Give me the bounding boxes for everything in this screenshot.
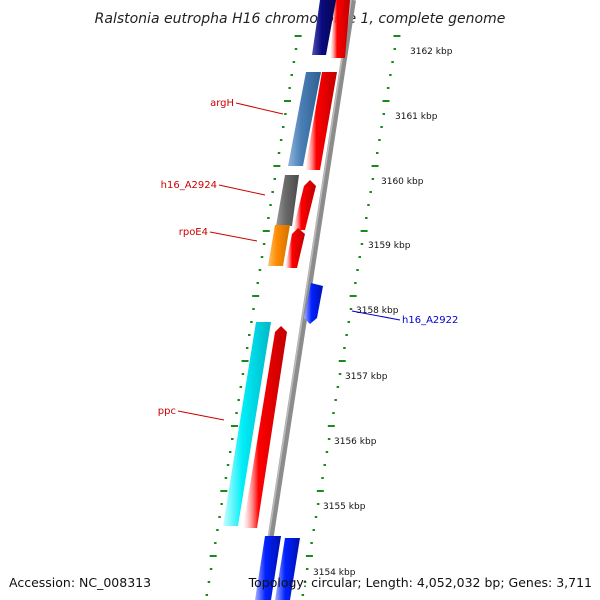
- scale-ring-ticks: [301, 35, 401, 596]
- gene-h16_A2924[interactable]: [276, 175, 299, 226]
- gene-label-h16_A2924[interactable]: h16_A2924: [161, 180, 217, 191]
- tick-label: 3156 kbp: [334, 437, 377, 447]
- tick-label: 3154 kbp: [313, 568, 356, 578]
- gene-rpoE4[interactable]: [268, 225, 290, 266]
- scale-tick-labels: 3162 kbp 3161 kbp 3160 kbp 3159 kbp 3158…: [313, 47, 453, 578]
- cds-navy-top[interactable]: [312, 0, 336, 55]
- tick-label: 3159 kbp: [368, 241, 411, 251]
- map-title: Ralstonia eutropha H16 chromosome 1, com…: [95, 11, 506, 27]
- tick-label: 3157 kbp: [345, 372, 388, 382]
- cds-forward-top[interactable]: [330, 0, 350, 58]
- h16_A2924-leader-line: [218, 184, 266, 196]
- h16_A2922-leader-line: [351, 310, 401, 321]
- genome-backbone-highlight: [258, 0, 352, 600]
- cds-blue-bottom-1[interactable]: [255, 536, 281, 600]
- cds-blue-bottom-2[interactable]: [275, 538, 300, 600]
- gene-ppc[interactable]: [223, 322, 271, 526]
- ppc-leader-line: [177, 410, 225, 421]
- cds-forward-h16_A2924-adjacent[interactable]: [293, 180, 316, 230]
- accession-text: Accession: NC_008313: [9, 575, 151, 590]
- gene-label-ppc[interactable]: ppc: [158, 406, 176, 417]
- inner-ring-ticks: [205, 35, 302, 596]
- cds-forward-rpoE4-adjacent[interactable]: [285, 228, 305, 268]
- tick-label: 3160 kbp: [381, 177, 424, 187]
- cds-forward-argH-adjacent[interactable]: [305, 72, 337, 170]
- rpoE4-leader-line: [209, 231, 258, 242]
- tick-label: 3155 kbp: [323, 502, 366, 512]
- argH-leader-line: [235, 102, 284, 115]
- tick-label: 3161 kbp: [395, 112, 438, 122]
- gene-label-argH[interactable]: argH: [210, 98, 234, 109]
- gene-label-h16_A2922[interactable]: h16_A2922: [402, 315, 458, 326]
- gene-argH[interactable]: [288, 72, 321, 166]
- genome-backbone: [258, 0, 356, 600]
- topology-text: Topology: circular; Length: 4,052,032 bp…: [248, 575, 592, 590]
- cds-forward-ppc-adjacent[interactable]: [243, 326, 287, 528]
- tick-label: 3162 kbp: [410, 47, 453, 57]
- tick-label: 3158 kbp: [356, 306, 399, 316]
- gene-h16_A2922[interactable]: [304, 283, 323, 324]
- gene-labels: argH h16_A2924 rpoE4 h16_A2922 ppc: [158, 98, 458, 421]
- gene-label-rpoE4[interactable]: rpoE4: [179, 227, 208, 238]
